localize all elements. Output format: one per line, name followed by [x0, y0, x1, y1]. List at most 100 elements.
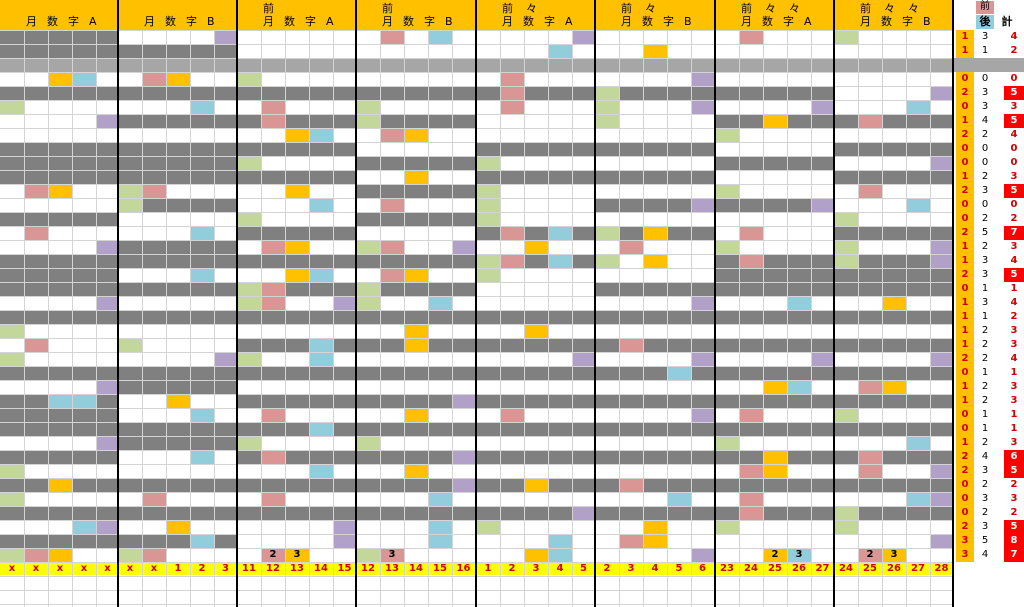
marked-cell-orange[interactable]	[285, 128, 309, 142]
marked-cell-purple[interactable]	[811, 352, 834, 366]
marked-cell-blue[interactable]	[548, 44, 572, 58]
marked-cell-purple[interactable]	[811, 198, 834, 212]
marked-cell-green[interactable]	[476, 520, 500, 534]
marked-cell-orange[interactable]	[404, 268, 428, 282]
marked-cell-pink[interactable]	[739, 408, 763, 422]
marked-cell-orange[interactable]	[524, 548, 548, 562]
marked-cell-purple[interactable]	[572, 30, 595, 44]
marked-cell-blue[interactable]	[309, 198, 333, 212]
marked-cell-pink[interactable]	[380, 198, 404, 212]
marked-cell-pink[interactable]	[24, 184, 48, 198]
marked-cell-blue[interactable]	[787, 548, 811, 562]
marked-cell-blue[interactable]	[906, 436, 930, 450]
marked-cell-purple[interactable]	[930, 156, 953, 170]
marked-cell-orange[interactable]	[48, 184, 72, 198]
marked-cell-green[interactable]	[715, 520, 739, 534]
marked-cell-purple[interactable]	[930, 534, 953, 548]
marked-cell-pink[interactable]	[500, 226, 524, 240]
marked-cell-pink[interactable]	[142, 548, 166, 562]
marked-cell-blue[interactable]	[787, 296, 811, 310]
marked-cell-purple[interactable]	[96, 296, 119, 310]
marked-cell-green[interactable]	[834, 408, 858, 422]
marked-cell-green[interactable]	[118, 338, 142, 352]
marked-cell-pink[interactable]	[142, 72, 166, 86]
marked-cell-purple[interactable]	[691, 72, 714, 86]
marked-cell-pink[interactable]	[739, 226, 763, 240]
marked-cell-purple[interactable]	[96, 520, 119, 534]
marked-cell-orange[interactable]	[166, 72, 190, 86]
marked-cell-green[interactable]	[476, 156, 500, 170]
marked-cell-blue[interactable]	[190, 408, 214, 422]
marked-cell-purple[interactable]	[691, 352, 714, 366]
marked-cell-green[interactable]	[834, 212, 858, 226]
marked-cell-blue[interactable]	[309, 464, 333, 478]
marked-cell-pink[interactable]	[858, 184, 882, 198]
marked-cell-orange[interactable]	[524, 478, 548, 492]
marked-cell-green[interactable]	[237, 352, 261, 366]
marked-cell-pink[interactable]	[619, 478, 643, 492]
marked-cell-pink[interactable]	[858, 114, 882, 128]
marked-cell-orange[interactable]	[404, 408, 428, 422]
marked-cell-orange[interactable]	[524, 240, 548, 254]
marked-cell-pink[interactable]	[24, 338, 48, 352]
marked-cell-pink[interactable]	[858, 548, 882, 562]
marked-cell-pink[interactable]	[380, 128, 404, 142]
marked-cell-orange[interactable]	[48, 548, 72, 562]
marked-cell-pink[interactable]	[261, 548, 285, 562]
marked-cell-orange[interactable]	[882, 296, 906, 310]
marked-cell-green[interactable]	[595, 254, 619, 268]
marked-cell-purple[interactable]	[930, 464, 953, 478]
marked-cell-pink[interactable]	[261, 408, 285, 422]
marked-cell-orange[interactable]	[285, 268, 309, 282]
marked-cell-purple[interactable]	[811, 100, 834, 114]
marked-cell-orange[interactable]	[763, 380, 787, 394]
marked-cell-purple[interactable]	[214, 30, 237, 44]
marked-cell-green[interactable]	[715, 436, 739, 450]
marked-cell-green[interactable]	[0, 324, 24, 338]
marked-cell-orange[interactable]	[285, 184, 309, 198]
marked-cell-blue[interactable]	[309, 128, 333, 142]
marked-cell-purple[interactable]	[572, 506, 595, 520]
marked-cell-purple[interactable]	[930, 352, 953, 366]
marked-cell-blue[interactable]	[428, 30, 452, 44]
marked-cell-orange[interactable]	[404, 170, 428, 184]
marked-cell-pink[interactable]	[142, 184, 166, 198]
marked-cell-pink[interactable]	[24, 548, 48, 562]
marked-cell-orange[interactable]	[763, 114, 787, 128]
marked-cell-pink[interactable]	[261, 240, 285, 254]
marked-cell-orange[interactable]	[524, 324, 548, 338]
marked-cell-orange[interactable]	[763, 548, 787, 562]
marked-cell-orange[interactable]	[404, 128, 428, 142]
marked-cell-purple[interactable]	[691, 408, 714, 422]
marked-cell-purple[interactable]	[96, 380, 119, 394]
marked-cell-purple[interactable]	[691, 198, 714, 212]
marked-cell-pink[interactable]	[500, 408, 524, 422]
marked-cell-pink[interactable]	[739, 30, 763, 44]
marked-cell-green[interactable]	[476, 184, 500, 226]
marked-cell-green[interactable]	[356, 240, 380, 254]
marked-cell-pink[interactable]	[739, 464, 763, 478]
marked-cell-green[interactable]	[237, 436, 261, 450]
marked-cell-blue[interactable]	[72, 394, 96, 408]
marked-cell-blue[interactable]	[428, 296, 452, 310]
marked-cell-green[interactable]	[0, 100, 24, 114]
marked-cell-orange[interactable]	[643, 226, 667, 240]
marked-cell-green[interactable]	[237, 72, 261, 86]
marked-cell-purple[interactable]	[930, 86, 953, 100]
marked-cell-green[interactable]	[0, 352, 24, 366]
marked-cell-green[interactable]	[237, 156, 261, 170]
marked-cell-pink[interactable]	[739, 254, 763, 268]
marked-cell-green[interactable]	[595, 86, 619, 128]
marked-cell-pink[interactable]	[619, 338, 643, 352]
marked-cell-pink[interactable]	[619, 240, 643, 254]
marked-cell-green[interactable]	[356, 436, 380, 450]
marked-cell-pink[interactable]	[261, 450, 285, 464]
marked-cell-blue[interactable]	[428, 492, 452, 506]
marked-cell-blue[interactable]	[72, 520, 96, 534]
marked-cell-orange[interactable]	[166, 394, 190, 408]
marked-cell-pink[interactable]	[619, 534, 643, 548]
marked-cell-purple[interactable]	[691, 296, 714, 310]
marked-cell-orange[interactable]	[882, 380, 906, 394]
marked-cell-orange[interactable]	[404, 464, 428, 478]
